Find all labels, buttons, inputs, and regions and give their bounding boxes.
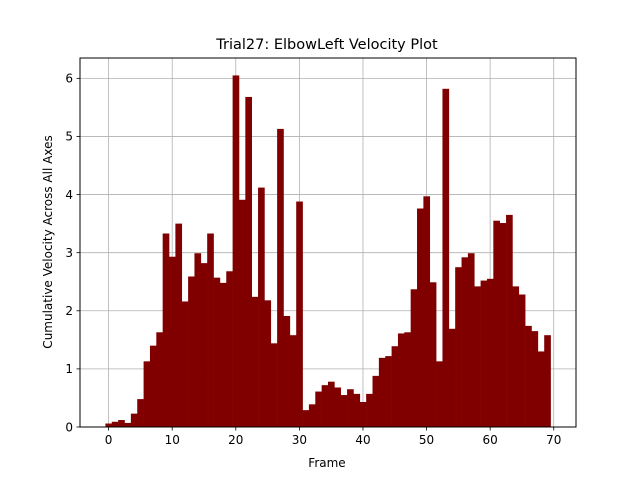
x-axis-label: Frame [308,456,345,470]
bar [194,253,202,427]
y-tick-label: 6 [65,72,73,86]
bar [417,208,424,427]
bar [525,325,532,427]
bar [537,351,545,427]
x-tick-label: 60 [483,433,498,447]
bar [118,420,125,427]
x-tick-label: 10 [165,433,180,447]
bar [499,223,507,427]
bar [518,294,526,427]
bar [181,301,189,427]
bar [467,253,475,427]
bar [340,395,348,427]
bar [442,88,450,427]
bar [251,296,259,427]
bar [264,300,272,427]
ticks-layer: 0 10 20 30 40 50 60 70 0 1 2 3 4 5 6 [65,72,561,447]
x-tick-label: 30 [292,433,307,447]
bar [455,267,462,427]
bar [169,256,176,427]
bar [162,233,170,427]
bar [289,335,297,427]
bar [315,391,322,427]
x-tick-label: 40 [355,433,370,447]
bar [359,402,367,427]
bar [308,404,316,427]
bar [404,332,411,427]
bar [296,201,303,427]
bar [207,233,214,427]
bar [474,286,481,427]
bar [410,289,418,427]
bar [321,385,329,427]
x-tick-label: 70 [546,433,561,447]
bar [175,223,183,427]
bar [105,423,113,427]
bar [423,196,431,427]
bar [245,96,252,427]
bar [258,187,265,427]
bar [334,387,342,427]
bar [493,220,500,427]
bar [283,316,291,427]
bar [302,410,310,427]
y-tick-label: 2 [65,304,73,318]
y-tick-label: 0 [65,420,73,434]
bar [213,277,221,427]
bar [200,263,208,427]
y-tick-label: 5 [65,130,73,144]
bar [156,332,163,427]
bar [429,282,437,427]
bar [238,199,246,427]
bar [385,356,392,427]
bar [512,286,520,427]
y-tick-label: 3 [65,246,73,260]
bar [448,328,456,427]
bar [391,346,399,427]
y-tick-label: 4 [65,188,73,202]
bar [328,381,335,427]
bar [149,345,157,427]
plot-frame [79,57,577,428]
bar [397,333,405,427]
x-tick-label: 0 [105,433,113,447]
bar [436,361,443,427]
bar [143,361,151,427]
bar [232,75,240,427]
bar [188,276,195,427]
bar [347,389,354,427]
chart-title: Trial27: ElbowLeft Velocity Plot [215,37,438,53]
bar [366,393,373,427]
bar [378,357,386,427]
y-tick-label: 1 [65,362,73,376]
bar [531,331,539,427]
bar [461,257,469,427]
bar [277,128,284,428]
bar [124,422,132,427]
bar [372,375,380,427]
x-tick-label: 20 [228,433,243,447]
bar [111,421,119,427]
x-tick-label: 50 [419,433,434,447]
y-axis-label: Cumulative Velocity Across All Axes [41,135,55,348]
bar [480,280,488,427]
bar [544,335,551,427]
bar [486,278,494,427]
bar [137,399,144,427]
bar [226,271,233,427]
bar [219,282,227,427]
bars-layer [105,75,551,428]
bar [353,393,361,427]
bar [506,214,513,427]
bar [270,343,278,427]
bar [130,413,138,427]
